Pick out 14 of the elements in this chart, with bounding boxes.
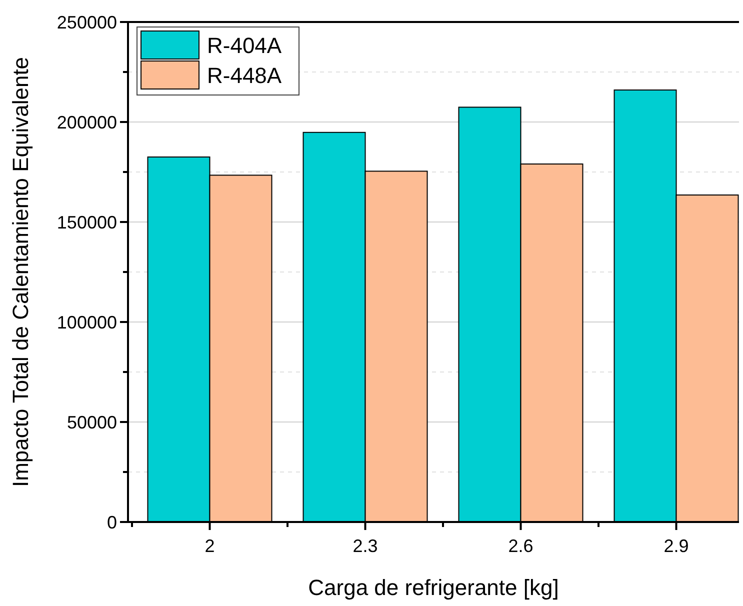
y-tick-label: 150000 (56, 212, 117, 232)
y-axis-title: Impacto Total de Calentamiento Equivalente (8, 56, 33, 488)
x-tick-label: 2.6 (508, 536, 534, 556)
y-tick-label: 100000 (56, 312, 117, 332)
x-axis-title: Carga de refrigerante [kg] (308, 575, 559, 600)
x-tick-label: 2.9 (664, 536, 689, 556)
x-tick-label: 2.3 (352, 536, 378, 556)
x-tick-label: 2 (204, 536, 215, 556)
y-tick-label: 250000 (56, 12, 117, 32)
y-tick-label: 0 (106, 512, 117, 532)
y-tick-label: 200000 (56, 112, 117, 132)
y-tick-label: 50000 (66, 412, 117, 432)
legend-label: R-404A (207, 33, 282, 58)
legend-label: R-448A (207, 63, 282, 88)
